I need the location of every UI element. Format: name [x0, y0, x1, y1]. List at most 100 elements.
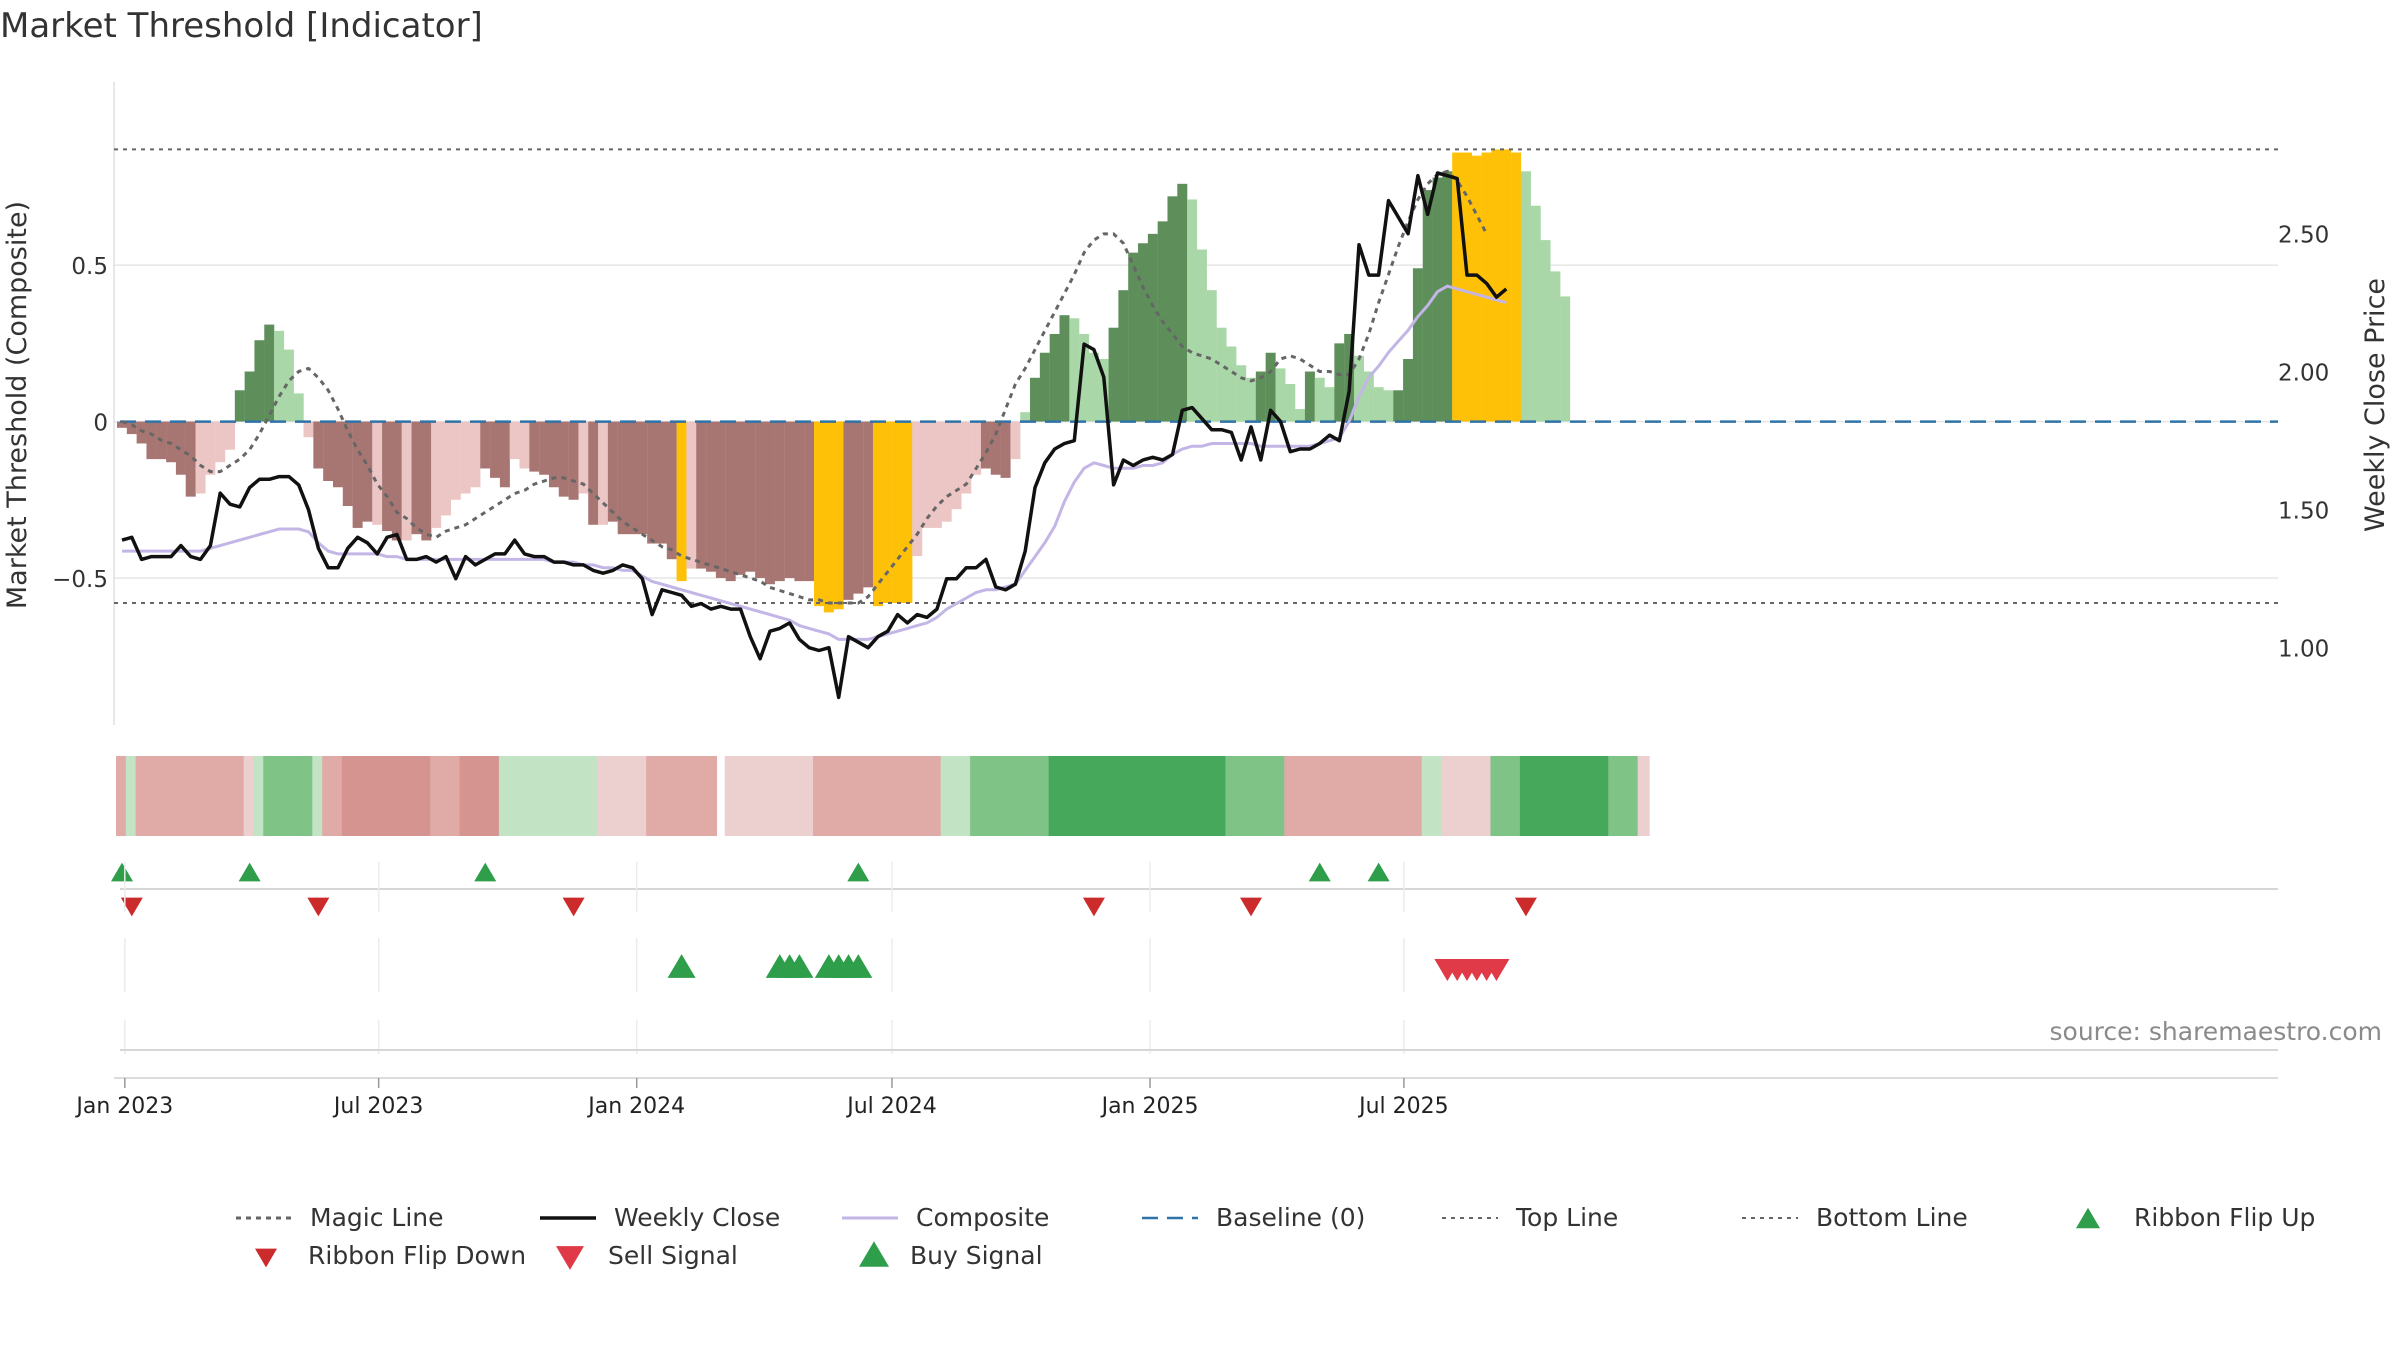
bar-gold — [892, 421, 903, 603]
bar-dark-red — [136, 421, 147, 444]
bar-dark-green — [1403, 359, 1414, 422]
bar-dark-red — [794, 421, 805, 582]
y2-tick-label: 1.00 — [2278, 637, 2329, 663]
bar-light-green — [1206, 290, 1217, 422]
bar-light-red — [460, 421, 471, 494]
ribbon-cell — [223, 756, 236, 836]
bar-dark-red — [853, 421, 864, 594]
bar-light-green — [1354, 355, 1365, 422]
bar-dark-green — [1265, 352, 1276, 422]
ribbon-cell — [891, 756, 904, 836]
composite-line — [122, 284, 1507, 641]
ribbon-cell — [1195, 756, 1208, 836]
bar-dark-green — [1167, 196, 1178, 422]
legend-swatch-sell — [556, 1246, 584, 1270]
trend-ribbon — [116, 756, 1650, 836]
bar-light-green — [1324, 387, 1335, 422]
bar-light-red — [205, 421, 216, 475]
bar-dark-green — [1334, 343, 1345, 422]
ribbon-cell — [999, 756, 1012, 836]
ribbon-cell — [960, 756, 973, 836]
bar-gold — [1481, 152, 1492, 422]
ribbon-cell — [1019, 756, 1032, 836]
bar-dark-red — [352, 421, 363, 528]
ribbon-flip-down-marker — [1514, 897, 1537, 917]
ribbon-cell — [420, 756, 433, 836]
ribbon-cell — [1549, 756, 1562, 836]
y2-tick-label: 2.50 — [2278, 223, 2329, 249]
ribbon-cell — [1029, 756, 1042, 836]
ribbon-cell — [1264, 756, 1277, 836]
ribbon-flip-lane — [111, 862, 2278, 917]
legend-label: Magic Line — [310, 1203, 444, 1232]
bar-dark-red — [529, 421, 540, 472]
ribbon-cell — [292, 756, 305, 836]
ribbon-cell — [1303, 756, 1316, 836]
bar-dark-red — [558, 421, 569, 497]
bar-gold — [814, 421, 825, 607]
ribbon-cell — [655, 756, 668, 836]
ribbon-cell — [1568, 756, 1581, 836]
bar-dark-green — [1118, 290, 1129, 422]
bar-dark-red — [499, 421, 510, 488]
x-tick-label: Jul 2024 — [845, 1094, 937, 1119]
ribbon-flip-down-marker — [307, 897, 330, 917]
bar-light-red — [303, 421, 314, 438]
ribbon-cell — [1578, 756, 1591, 836]
ribbon-cell — [331, 756, 344, 836]
bar-dark-red — [166, 421, 177, 463]
ribbon-cell — [489, 756, 502, 836]
ribbon-cell — [498, 756, 511, 836]
bar-light-green — [1275, 368, 1286, 422]
bar-light-green — [283, 349, 294, 422]
ribbon-cell — [439, 756, 452, 836]
bar-light-green — [1520, 171, 1531, 422]
ribbon-cell — [695, 756, 708, 836]
bar-dark-red — [117, 421, 127, 428]
bar-light-green — [1236, 365, 1247, 422]
buy-signal-marker — [844, 954, 873, 978]
ribbon-cell — [862, 756, 875, 836]
legend-item-buy: Buy Signal — [859, 1241, 1043, 1270]
ribbon-cell — [243, 756, 256, 836]
ribbon-cell — [1421, 756, 1434, 836]
ribbon-cell — [1539, 756, 1552, 836]
ribbon-cell — [214, 756, 227, 836]
bar-light-green — [1187, 199, 1198, 422]
legend-label: Ribbon Flip Up — [2134, 1203, 2315, 1232]
ribbon-cell — [675, 756, 688, 836]
ribbon-cell — [1431, 756, 1444, 836]
bar-dark-green — [1138, 243, 1149, 422]
ribbon-cell — [538, 756, 551, 836]
legend-swatch-buy — [859, 1241, 889, 1267]
bar-light-red — [971, 421, 982, 475]
ribbon-cell — [371, 756, 384, 836]
ribbon-cell — [1559, 756, 1572, 836]
ribbon-cell — [410, 756, 423, 836]
bar-gold — [1511, 152, 1522, 422]
ribbon-cell — [1038, 756, 1051, 836]
bar-gold — [882, 421, 893, 603]
ribbon-cell — [1313, 756, 1326, 836]
bar-dark-red — [980, 421, 991, 469]
magic-line — [121, 169, 1488, 605]
legend-item-magic: Magic Line — [236, 1203, 444, 1232]
bar-dark-red — [490, 421, 501, 478]
bar-dark-red — [539, 421, 550, 475]
bar-dark-green — [1255, 371, 1266, 422]
ribbon-cell — [135, 756, 148, 836]
bar-light-green — [1020, 412, 1031, 422]
bar-dark-green — [1059, 315, 1070, 422]
ribbon-cell — [1382, 756, 1395, 836]
bar-light-green — [1079, 333, 1090, 422]
bar-light-red — [509, 421, 520, 460]
reference-lines — [114, 148, 2278, 604]
bar-light-green — [1216, 327, 1227, 422]
chart-title: Market Threshold [Indicator] — [0, 6, 483, 46]
ribbon-cell — [390, 756, 403, 836]
bar-light-green — [1069, 318, 1080, 422]
legend-label: Top Line — [1515, 1203, 1618, 1232]
ribbon-cell — [1137, 756, 1150, 836]
bar-light-red — [224, 421, 235, 450]
ribbon-cell — [312, 756, 325, 836]
